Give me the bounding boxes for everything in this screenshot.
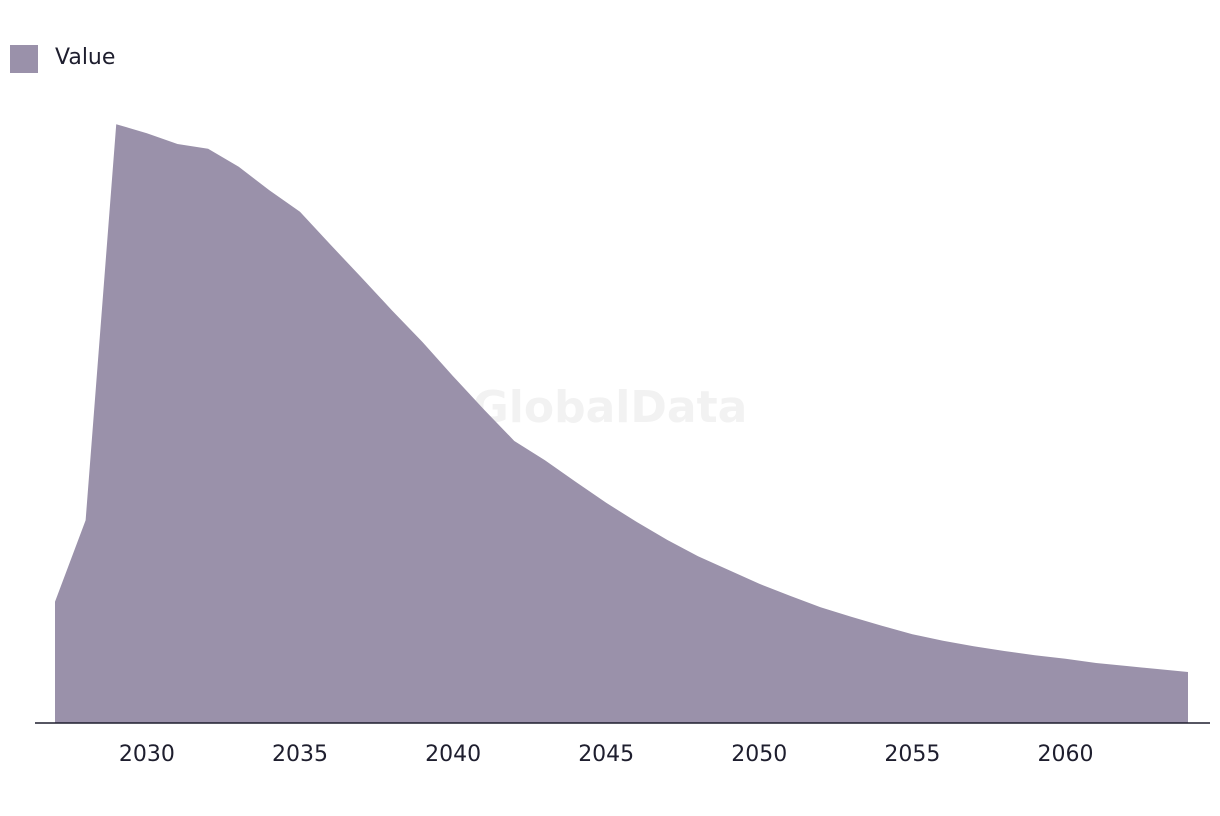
- x-tick-label: 2030: [119, 742, 175, 767]
- area: [55, 124, 1188, 723]
- x-tick-label: 2060: [1038, 742, 1094, 767]
- legend-label: Value: [55, 45, 115, 70]
- legend-swatch: [10, 45, 38, 73]
- x-tick-label: 2035: [272, 742, 328, 767]
- watermark: GlobalData: [473, 382, 748, 433]
- x-tick-label: 2050: [731, 742, 787, 767]
- x-tick-label: 2055: [884, 742, 940, 767]
- x-tick-label: 2040: [425, 742, 481, 767]
- x-tick-label: 2045: [578, 742, 634, 767]
